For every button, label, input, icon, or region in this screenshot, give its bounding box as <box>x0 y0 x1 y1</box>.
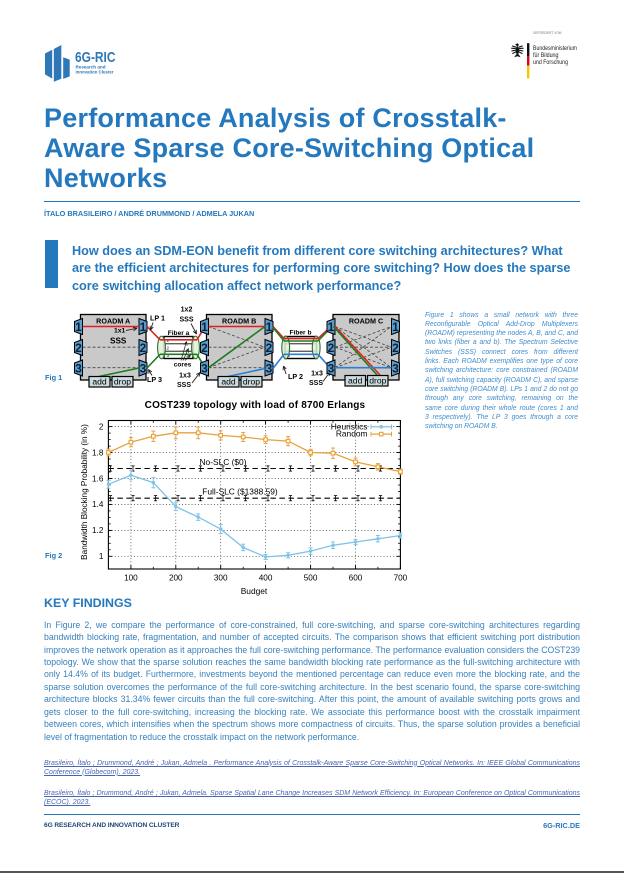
svg-text:1x3: 1x3 <box>179 373 191 380</box>
svg-text:1x2: 1x2 <box>181 307 193 314</box>
svg-text:add: add <box>221 376 236 386</box>
svg-text:1x1: 1x1 <box>114 328 126 335</box>
svg-text:2: 2 <box>266 341 273 355</box>
svg-text:Bundesministerium: Bundesministerium <box>533 45 577 52</box>
svg-text:3: 3 <box>328 361 335 375</box>
svg-text:drop: drop <box>114 376 131 386</box>
svg-text:für Bildung: für Bildung <box>533 52 559 59</box>
svg-text:2: 2 <box>75 341 82 355</box>
svg-text:und Forschung: und Forschung <box>533 59 568 66</box>
svg-text:300: 300 <box>214 574 228 583</box>
svg-text:700: 700 <box>394 574 408 583</box>
svg-text:1.8: 1.8 <box>92 448 104 457</box>
svg-text:1: 1 <box>201 320 208 334</box>
svg-text:LP 1: LP 1 <box>150 314 165 323</box>
svg-text:3: 3 <box>392 361 399 375</box>
svg-text:1: 1 <box>266 320 273 334</box>
svg-text:2: 2 <box>140 341 147 355</box>
svg-text:400: 400 <box>259 574 273 583</box>
svg-text:1.2: 1.2 <box>92 526 104 535</box>
svg-text:SSS: SSS <box>179 317 193 324</box>
svg-text:2: 2 <box>328 341 335 355</box>
svg-text:Random: Random <box>336 429 368 439</box>
svg-text:Bandwidth Blocking Probability: Bandwidth Blocking Probability (in %) <box>80 424 89 560</box>
svg-text:ROADM C: ROADM C <box>349 317 383 326</box>
svg-text:add: add <box>92 376 107 386</box>
svg-text:COST239 topology with load of: COST239 topology with load of 8700 Erlan… <box>145 400 366 411</box>
svg-text:Full-SLC ($1388.59): Full-SLC ($1388.59) <box>202 487 278 497</box>
svg-text:Innovation Cluster: Innovation Cluster <box>76 69 114 74</box>
svg-text:LP 3: LP 3 <box>147 375 162 384</box>
svg-text:cores: cores <box>174 362 192 369</box>
svg-text:3: 3 <box>140 361 147 375</box>
svg-text:Fiber a: Fiber a <box>168 330 190 337</box>
svg-text:Research and: Research and <box>76 64 106 69</box>
svg-text:2: 2 <box>392 341 399 355</box>
svg-text:1: 1 <box>328 320 335 334</box>
svg-text:1.6: 1.6 <box>92 474 104 483</box>
svg-text:ROADM A: ROADM A <box>96 317 130 326</box>
svg-text:6G-RIC: 6G-RIC <box>75 49 116 66</box>
svg-text:600: 600 <box>349 574 363 583</box>
svg-text:SSS: SSS <box>309 380 323 387</box>
svg-text:SSS: SSS <box>110 337 127 346</box>
svg-text:500: 500 <box>304 574 318 583</box>
svg-text:1: 1 <box>392 320 399 334</box>
svg-text:100: 100 <box>124 574 138 583</box>
svg-text:3: 3 <box>266 361 273 375</box>
svg-text:1: 1 <box>140 320 147 334</box>
svg-text:GEFÖRDERT VOM: GEFÖRDERT VOM <box>533 31 562 35</box>
svg-text:LP 2: LP 2 <box>288 372 303 381</box>
svg-text:1: 1 <box>167 338 170 343</box>
svg-text:2: 2 <box>201 341 208 355</box>
svg-text:Fiber b: Fiber b <box>290 330 312 337</box>
svg-text:SSS: SSS <box>177 382 191 389</box>
svg-text:2: 2 <box>167 346 170 351</box>
svg-text:ROADM B: ROADM B <box>222 317 256 326</box>
svg-text:drop: drop <box>243 376 260 386</box>
svg-text:Heuristics: Heuristics <box>331 421 368 431</box>
svg-text:1x3: 1x3 <box>311 371 323 378</box>
svg-text:drop: drop <box>369 375 386 385</box>
svg-text:3: 3 <box>75 361 82 375</box>
svg-text:2: 2 <box>99 422 104 431</box>
svg-text:3: 3 <box>167 353 170 358</box>
svg-text:1.4: 1.4 <box>92 500 104 509</box>
svg-text:3: 3 <box>201 361 208 375</box>
svg-text:200: 200 <box>169 574 183 583</box>
svg-text:Budget: Budget <box>241 586 268 596</box>
svg-text:1: 1 <box>75 320 82 334</box>
svg-text:No-SLC ($0): No-SLC ($0) <box>199 457 246 467</box>
svg-text:1: 1 <box>99 552 104 561</box>
svg-text:add: add <box>348 375 363 385</box>
